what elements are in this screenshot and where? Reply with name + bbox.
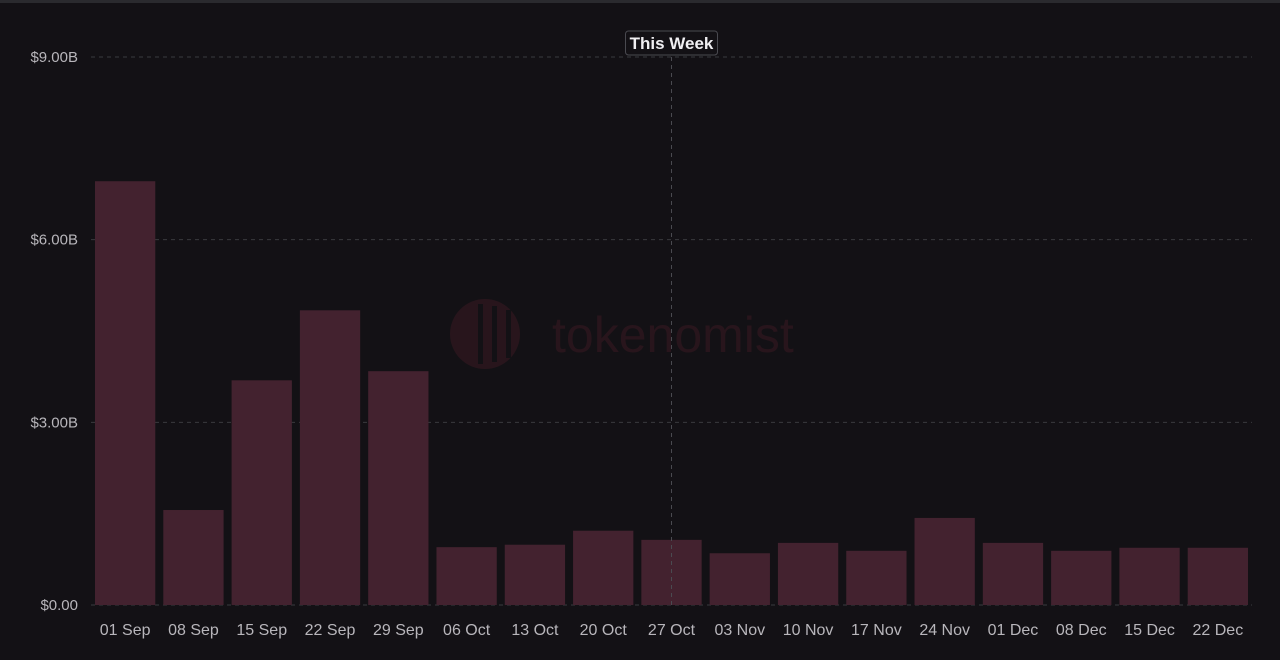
- bar-01-sep[interactable]: [95, 181, 156, 606]
- x-tick-label: 03 Nov: [714, 622, 765, 639]
- bar-06-oct[interactable]: [436, 547, 497, 605]
- top-border: [0, 0, 1280, 3]
- watermark-text: tokenomist: [552, 307, 794, 363]
- hover-label-bg: [625, 30, 718, 56]
- bar-15-dec[interactable]: [1119, 547, 1180, 605]
- x-tick-label: 27 Oct: [648, 622, 696, 639]
- x-tick-label: 22 Sep: [305, 622, 356, 639]
- x-tick-label: 08 Dec: [1056, 622, 1107, 639]
- bar-17-nov[interactable]: [846, 550, 907, 605]
- bar-08-dec[interactable]: [1051, 550, 1112, 605]
- bar-01-dec[interactable]: [982, 542, 1044, 605]
- x-tick-label: 17 Nov: [851, 622, 902, 639]
- bar-15-sep[interactable]: [231, 380, 292, 605]
- x-tick-label: 15 Dec: [1124, 622, 1175, 639]
- x-tick-label: 15 Sep: [236, 622, 287, 639]
- x-tick-label: 24 Nov: [919, 622, 970, 639]
- bars: [95, 181, 1248, 606]
- x-tick-label: 22 Dec: [1193, 622, 1244, 639]
- bar-29-sep[interactable]: [368, 371, 429, 605]
- hover-label: This Week: [630, 34, 714, 53]
- tokenomist-watermark: tokenomist: [450, 299, 794, 369]
- bar-03-nov[interactable]: [709, 553, 770, 605]
- bar-08-sep[interactable]: [163, 510, 224, 605]
- bar-13-oct[interactable]: [504, 544, 566, 605]
- x-tick-label: 10 Nov: [783, 622, 834, 639]
- x-axis: 01 Sep 08 Sep 15 Sep 22 Sep 29 Sep 06 Oct 13 O…: [100, 622, 1243, 639]
- y-tick-label: $0.00: [40, 597, 78, 614]
- x-tick-label: 20 Oct: [580, 622, 628, 639]
- x-tick-label: 29 Sep: [373, 622, 424, 639]
- x-tick-label: 01 Dec: [988, 622, 1039, 639]
- bar-10-nov[interactable]: [777, 542, 839, 605]
- bar-24-nov[interactable]: [914, 517, 975, 605]
- bar-22-sep[interactable]: [299, 310, 361, 605]
- bar-22-dec[interactable]: [1187, 547, 1248, 605]
- x-tick-label: 13 Oct: [511, 622, 559, 639]
- bar-20-oct[interactable]: [573, 530, 634, 605]
- y-axis: $0.00 $3.00B $6.00B $9.00B: [30, 49, 78, 614]
- x-tick-label: 08 Sep: [168, 622, 219, 639]
- x-tick-label: 06 Oct: [443, 622, 491, 639]
- x-tick-label: 01 Sep: [100, 622, 151, 639]
- y-tick-label: $3.00B: [30, 414, 78, 431]
- hover-tooltip: This Week: [625, 30, 718, 56]
- y-tick-label: $9.00B: [30, 49, 78, 66]
- y-tick-label: $6.00B: [30, 232, 78, 249]
